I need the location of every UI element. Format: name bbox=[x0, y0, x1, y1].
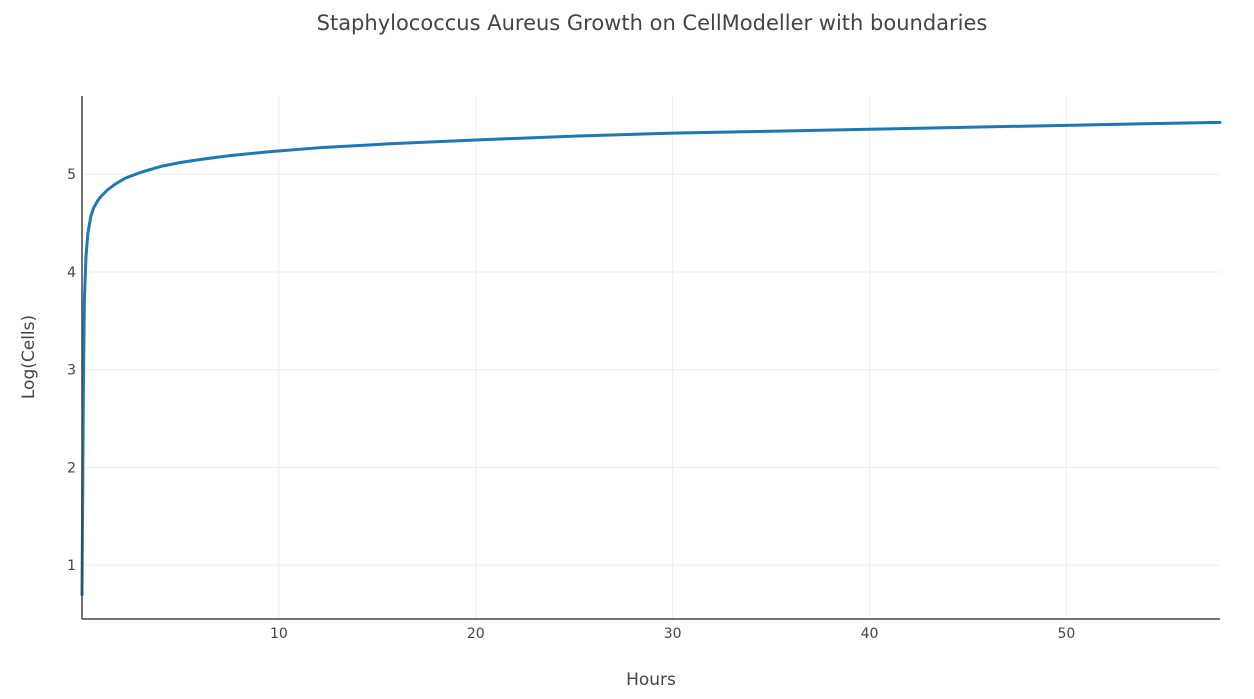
series-line-0 bbox=[80, 120, 1222, 597]
x-tick-label: 20 bbox=[467, 626, 485, 642]
x-tick-label: 50 bbox=[1058, 626, 1076, 642]
chart-title: Staphylococcus Aureus Growth on CellMode… bbox=[317, 11, 988, 35]
x-axis-label: Hours bbox=[626, 670, 676, 690]
tick-labels: 10 20 30 40 50 1 2 3 4 5 bbox=[67, 167, 1075, 642]
axes bbox=[81, 96, 1220, 620]
y-tick-label: 5 bbox=[67, 167, 76, 183]
y-tick-label: 3 bbox=[67, 363, 76, 379]
x-tick-label: 10 bbox=[270, 626, 288, 642]
y-tick-label: 4 bbox=[67, 265, 76, 281]
y-axis-label: Log(Cells) bbox=[19, 315, 39, 399]
y-tick-label: 1 bbox=[67, 558, 76, 574]
y-tick-label: 2 bbox=[67, 460, 76, 476]
grid bbox=[82, 96, 1220, 619]
series-group bbox=[80, 120, 1222, 597]
x-tick-label: 30 bbox=[664, 626, 682, 642]
x-tick-label: 40 bbox=[861, 626, 879, 642]
